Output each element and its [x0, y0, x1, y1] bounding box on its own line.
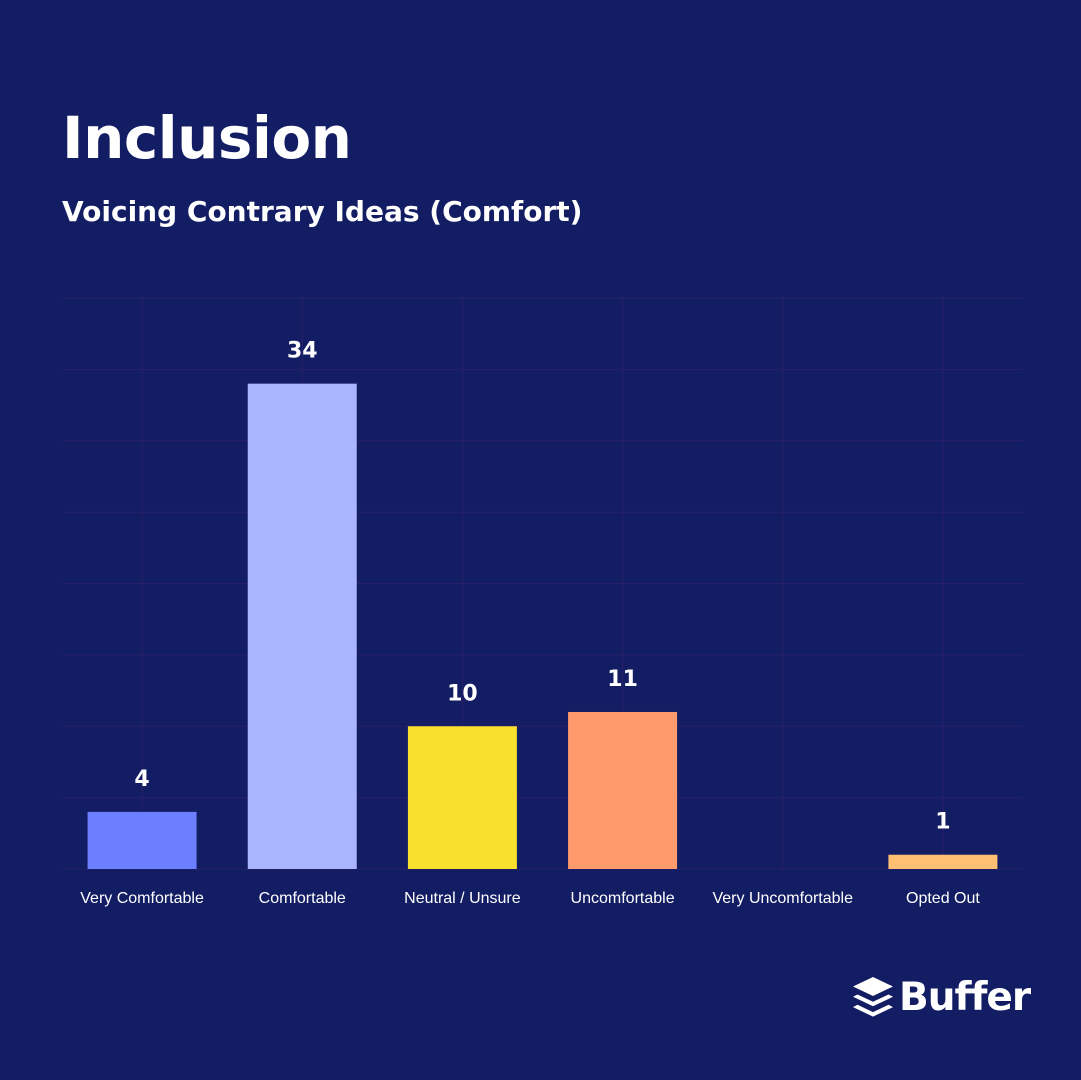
- bar-neutral-unsure: [407, 726, 517, 869]
- x-tick-label: Very Comfortable: [80, 890, 204, 907]
- x-tick-label: Neutral / Unsure: [404, 890, 521, 907]
- bar-comfortable: [247, 383, 357, 869]
- bar-value-label: 4: [134, 767, 149, 792]
- bar-very-comfortable: [87, 811, 197, 869]
- x-tick-label: Opted Out: [906, 890, 980, 907]
- gridlines: [62, 297, 1023, 870]
- bar-uncomfortable: [568, 711, 678, 869]
- chart-subtitle: Voicing Contrary Ideas (Comfort): [62, 195, 583, 228]
- x-tick-label: Comfortable: [259, 890, 346, 907]
- buffer-stack-icon: [853, 977, 893, 1017]
- bar-value-label: 34: [287, 339, 318, 364]
- x-tick-label: Uncomfortable: [571, 890, 675, 907]
- bar-value-label: 11: [607, 667, 638, 692]
- buffer-logo: Buffer: [852, 974, 1031, 1024]
- x-tick-label: Very Uncomfortable: [712, 890, 853, 907]
- brand-name: Buffer: [899, 975, 1031, 1020]
- bar-value-label: 1: [935, 810, 950, 835]
- bar-value-label: 10: [447, 681, 478, 706]
- page-title: Inclusion: [62, 104, 352, 172]
- bar-opted-out: [888, 854, 998, 869]
